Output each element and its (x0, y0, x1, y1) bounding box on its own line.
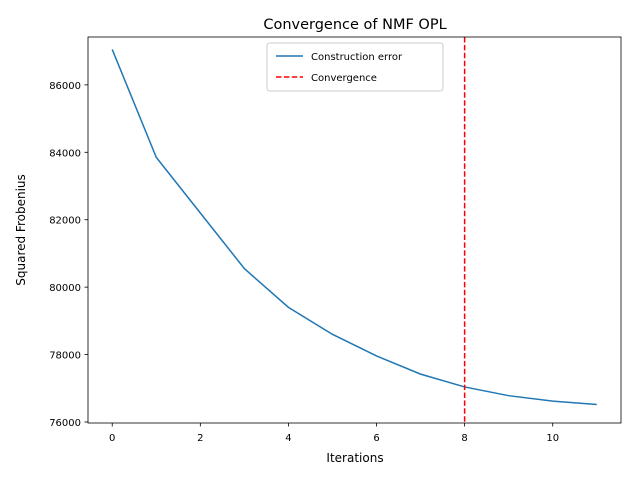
x-tick-label: 10 (546, 433, 559, 444)
x-tick-label: 6 (373, 433, 379, 444)
x-tick-label: 2 (197, 433, 203, 444)
series-line-0 (111, 49, 597, 406)
x-tick-label: 0 (109, 433, 115, 444)
y-tick-label: 76000 (49, 418, 81, 429)
y-tick-label: 84000 (49, 148, 81, 159)
chart-title: Convergence of NMF OPL (263, 17, 446, 33)
y-tick-label: 86000 (49, 81, 81, 92)
x-tick-label: 4 (285, 433, 291, 444)
legend: Construction error Convergence (266, 42, 444, 92)
x-tick-label: 8 (461, 433, 467, 444)
y-tick-label: 78000 (49, 351, 81, 362)
y-tick-label: 82000 (49, 216, 81, 227)
y-tick-label: 80000 (49, 283, 81, 294)
legend-label: Construction error (311, 52, 403, 63)
plot-frame (87, 36, 622, 424)
y-axis-label: Squared Frobenius (14, 174, 28, 286)
legend-label: Convergence (311, 73, 377, 84)
x-axis-label: Iterations (326, 451, 383, 465)
legend-box (266, 42, 444, 92)
